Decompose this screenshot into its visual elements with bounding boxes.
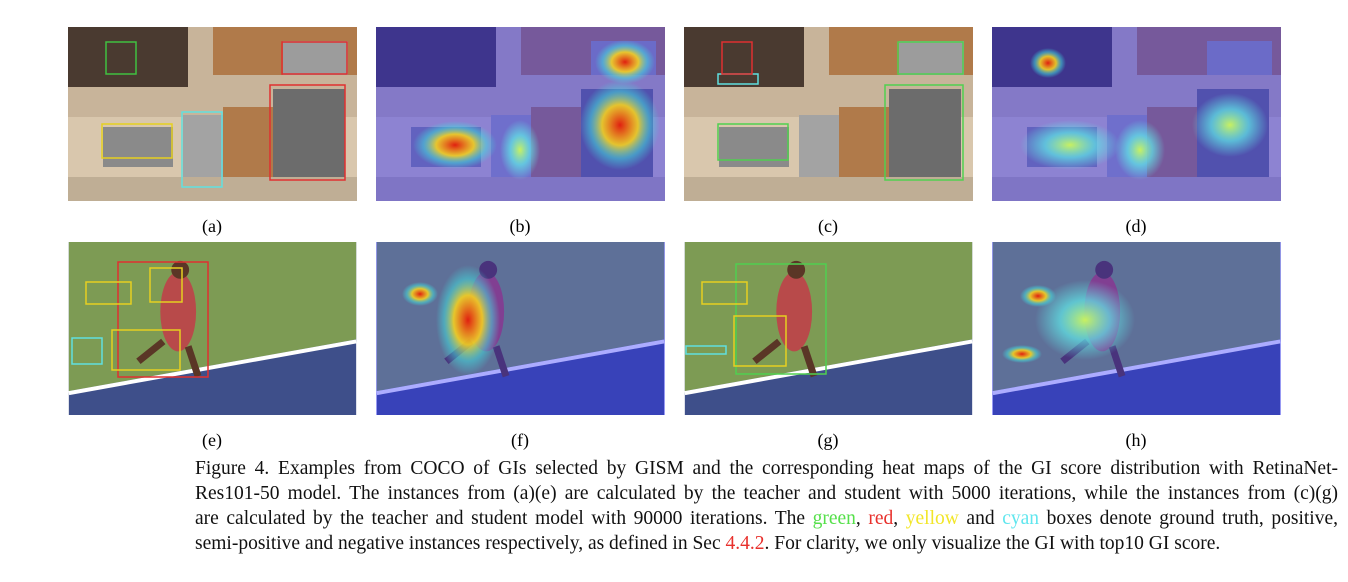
caption-text: and xyxy=(958,508,1003,529)
caption-line: Figure 4. Examples from COCO of GIs sele… xyxy=(195,456,1338,481)
caption-text: . For clarity, we only visualize the GI … xyxy=(764,533,1221,554)
panel-label: (c) xyxy=(818,216,838,237)
figure: (a) (b) (c) (d) (e) (f) (g) (h) xyxy=(68,27,1281,451)
caption-line: are calculated by the teacher and studen… xyxy=(195,506,1338,531)
panel-h xyxy=(992,242,1281,415)
panel-e xyxy=(69,242,356,415)
caption-text: Res101-50 model. The instances from (a)(… xyxy=(195,483,1338,504)
panel-label: (e) xyxy=(202,430,222,451)
caption-text: , xyxy=(855,508,869,529)
caption-text: 4.4.2 xyxy=(725,533,765,554)
caption-text: red xyxy=(868,508,894,529)
caption-text: green xyxy=(812,508,856,529)
caption-line: Res101-50 model. The instances from (a)(… xyxy=(195,481,1338,506)
caption-text: semi-positive and negative instances res… xyxy=(195,533,726,554)
caption-line: semi-positive and negative instances res… xyxy=(195,531,1338,556)
panel-label: (a) xyxy=(202,216,222,237)
panel-label: (b) xyxy=(510,216,531,237)
caption-text: yellow xyxy=(905,508,959,529)
panel-f xyxy=(376,242,665,415)
caption-text: boxes denote ground truth, positive, xyxy=(1039,508,1339,529)
panel-label: (h) xyxy=(1126,430,1147,451)
panel-label: (d) xyxy=(1126,216,1147,237)
panel-label: (f) xyxy=(511,430,529,451)
panel-d xyxy=(992,27,1281,201)
panel-g xyxy=(685,242,972,415)
caption-text: Figure 4. Examples from COCO of GIs sele… xyxy=(195,458,1338,479)
caption: Figure 4. Examples from COCO of GIs sele… xyxy=(195,456,1338,556)
caption-text: cyan xyxy=(1002,508,1039,529)
panel-c xyxy=(684,27,973,201)
panel-b xyxy=(376,27,665,201)
caption-text: , xyxy=(893,508,906,529)
panel-label: (g) xyxy=(818,430,839,451)
caption-text: are calculated by the teacher and studen… xyxy=(195,508,813,529)
panel-a xyxy=(68,27,357,201)
